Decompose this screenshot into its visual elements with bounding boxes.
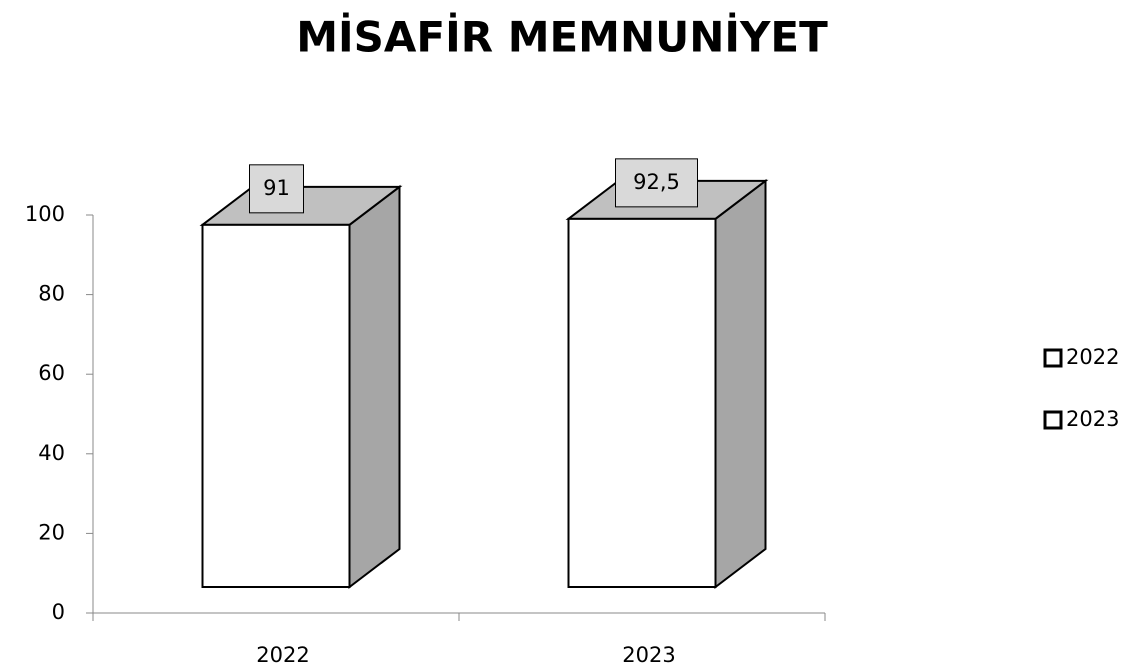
legend-marker [1043,348,1063,368]
bar-side [348,184,401,590]
bar-side [714,178,767,590]
legend-label: 2023 [1066,407,1119,431]
y-tick-label: 40 [38,441,65,465]
y-tick-label: 80 [38,282,65,306]
legend-label: 2022 [1066,345,1119,369]
value-label: 91 [263,176,290,200]
y-tick-label: 0 [52,600,65,624]
bar [567,217,717,588]
y-tick-label: 100 [25,202,65,226]
chart-title: MİSAFİR MEMNUNİYET [296,12,828,62]
value-label: 92,5 [633,170,680,194]
x-tick-label: 2023 [622,643,675,667]
x-tick-label: 2022 [256,643,309,667]
y-tick-label: 60 [38,361,65,385]
legend-marker [1043,410,1063,430]
y-tick-label: 20 [38,520,65,544]
value-label-box [249,164,304,214]
bar [201,223,351,588]
value-label-box [615,158,698,208]
